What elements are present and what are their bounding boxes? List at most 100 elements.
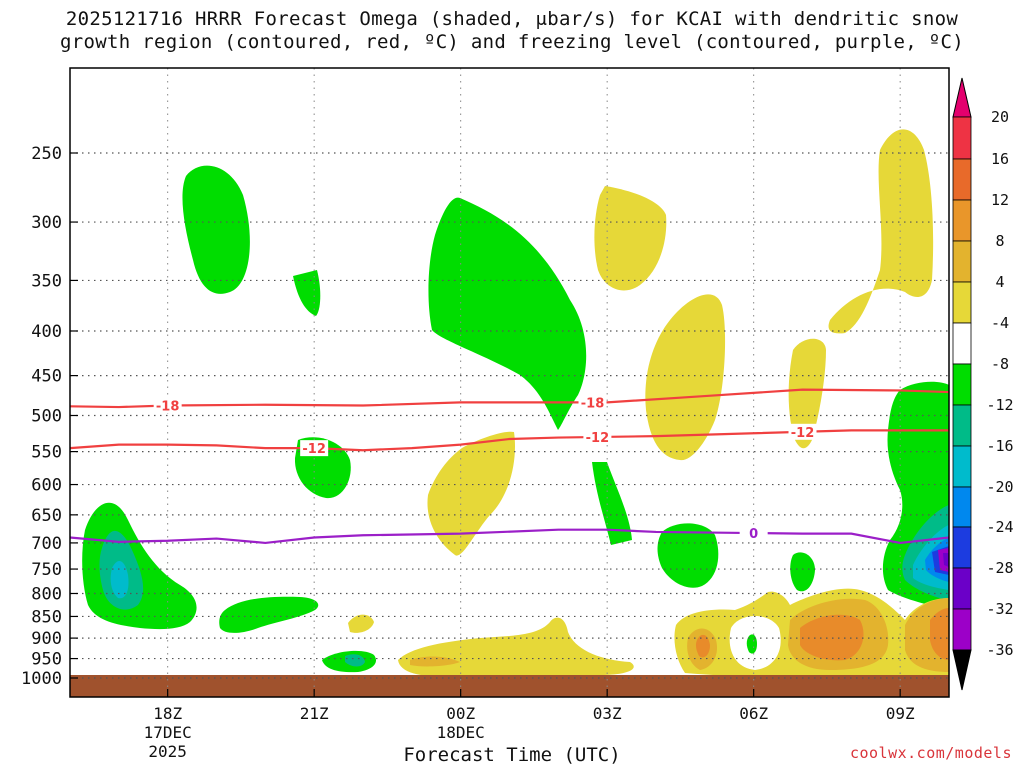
- colorbar-label: 4: [995, 273, 1004, 291]
- colorbar-label: -36: [986, 641, 1013, 659]
- colorbar-label: -12: [986, 396, 1013, 414]
- colorbar-label: -24: [986, 518, 1013, 536]
- omega-region-yellow-3: [645, 294, 726, 461]
- omega-region-gold-1: [410, 656, 460, 667]
- colorbar-band: [952, 363, 972, 406]
- omega-region-green-10: [219, 596, 319, 633]
- omega-region-yellow-7: [398, 617, 634, 677]
- omega-region-green-2: [293, 270, 321, 316]
- y-tick-label: 600: [31, 476, 62, 496]
- contour-label-bg: [153, 397, 182, 414]
- y-tick-label: 900: [31, 629, 62, 649]
- y-tick-label: 650: [31, 506, 62, 526]
- colorbar-band: [952, 445, 972, 488]
- omega-region-green-1: [182, 165, 250, 294]
- omega-region-green-9: [82, 502, 197, 630]
- colorbar-band: [952, 486, 972, 528]
- x-tick-date: 18DEC: [437, 723, 485, 742]
- x-tick-label: 06Z: [739, 704, 768, 723]
- omega-region-green-7: [790, 552, 815, 592]
- colorbar-label: -16: [986, 437, 1013, 455]
- y-tick-label: 550: [31, 443, 62, 463]
- contour-label: -12: [586, 431, 610, 446]
- colorbar-top-arrow: [952, 77, 972, 118]
- omega-region-yellow-5: [427, 431, 515, 556]
- chart-title-line-2: growth region (contoured, red, ºC) and f…: [60, 31, 964, 53]
- contour-line--12: [69, 429, 949, 452]
- x-tick-label: 09Z: [886, 704, 915, 723]
- omega-region-green-5: [592, 462, 632, 545]
- omega-region-cyan-1: [110, 560, 129, 599]
- ground-surface: [70, 675, 949, 697]
- omega-region-orange-1: [695, 634, 710, 658]
- x-tick-year: 2025: [148, 742, 187, 761]
- colorbar-label: 20: [991, 108, 1009, 126]
- x-tick-label: 00Z: [446, 704, 475, 723]
- omega-region-green-3: [428, 197, 587, 430]
- y-tick-label: 850: [31, 607, 62, 627]
- y-tick-label: 250: [31, 144, 62, 164]
- y-axis: 2503003504004505005506006507007508008509…: [21, 144, 78, 689]
- colorbar-label: -20: [986, 478, 1013, 496]
- colorbar-label: -4: [991, 314, 1009, 332]
- y-tick-label: 300: [31, 213, 62, 233]
- colorbar-band: [952, 116, 972, 160]
- colorbar-band: [952, 404, 972, 447]
- colorbar: 20 16 12 8 4 -4 -8 -12 -16 -20 -24 -28 -32 -36: [952, 77, 1014, 691]
- colorbar-band: [952, 199, 972, 242]
- x-tick-label: 21Z: [300, 704, 329, 723]
- contour-label: -12: [791, 426, 815, 441]
- omega-region-orange-2: [800, 614, 864, 661]
- contour-line-0: [69, 528, 950, 545]
- contour-lines: -18 -18 -12 -12 -12 0: [69, 388, 950, 545]
- y-tick-label: 400: [31, 322, 62, 342]
- contour-label: 0: [749, 527, 758, 542]
- x-tick-label: 03Z: [593, 704, 622, 723]
- y-tick-label: 700: [31, 534, 62, 554]
- omega-region-yellow-4: [788, 338, 826, 449]
- contour-label: -12: [302, 442, 326, 457]
- colorbar-band: [952, 240, 972, 283]
- pressure-gridlines: [70, 68, 949, 697]
- x-tick-date: 17DEC: [144, 723, 192, 742]
- contour-label-bg: [739, 525, 768, 542]
- contour-label-bg: [300, 440, 329, 457]
- omega-region-yellow-6: [348, 614, 374, 633]
- colorbar-label: 16: [991, 150, 1009, 168]
- omega-region-teal-2: [345, 654, 365, 667]
- x-axis-label: Forecast Time (UTC): [403, 744, 621, 766]
- omega-region-orange-3: [930, 608, 949, 660]
- y-tick-label: 450: [31, 367, 62, 387]
- x-tick-label: 18Z: [153, 704, 182, 723]
- y-tick-label: 500: [31, 407, 62, 427]
- colorbar-band: [952, 608, 972, 651]
- colorbar-label: -32: [986, 600, 1013, 618]
- colorbar-bottom-arrow: [952, 649, 972, 691]
- colorbar-band: [952, 526, 972, 569]
- colorbar-label: 12: [991, 191, 1009, 209]
- omega-region-yellow-1: [594, 186, 667, 291]
- colorbar-band: [952, 322, 972, 365]
- omega-region-green-hole: [746, 634, 757, 654]
- colorbar-label: -8: [991, 355, 1009, 373]
- contour-label: -18: [156, 400, 180, 415]
- omega-region-green-6: [657, 523, 719, 588]
- y-tick-label: 950: [31, 650, 62, 670]
- y-tick-label: 750: [31, 560, 62, 580]
- plot-frame: [69, 67, 950, 698]
- colorbar-band: [952, 281, 972, 324]
- site-credit[interactable]: coolwx.com/models: [849, 744, 1012, 762]
- omega-region-deep-purple: [943, 553, 949, 567]
- y-tick-label: 1000: [21, 669, 62, 689]
- omega-region-yellow-2: [828, 129, 934, 334]
- colorbar-band: [952, 567, 972, 610]
- y-tick-label: 350: [31, 271, 62, 291]
- chart-title-line-1: 2025121716 HRRR Forecast Omega (shaded, …: [65, 8, 959, 30]
- colorbar-label: -28: [986, 559, 1013, 577]
- contour-label-bg: [583, 428, 612, 445]
- contour-label: -18: [581, 396, 605, 411]
- contour-label-bg: [788, 423, 817, 440]
- colorbar-label: 8: [995, 232, 1004, 250]
